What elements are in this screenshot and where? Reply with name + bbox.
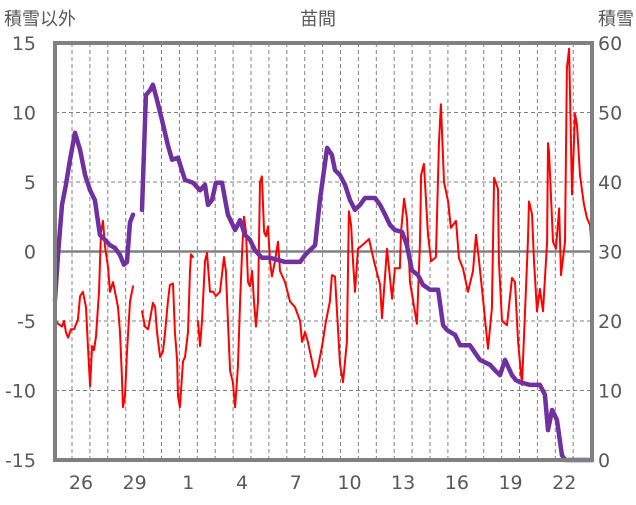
right-y-tick-label: 30 <box>598 242 622 264</box>
right-axis-label: 積雪 <box>598 9 634 30</box>
x-tick-label: 26 <box>69 472 93 494</box>
left-y-tick-label: -5 <box>17 311 36 333</box>
right-y-tick-label: 0 <box>598 450 610 472</box>
chart-title: 苗間 <box>300 9 336 30</box>
x-tick-label: 16 <box>445 472 469 494</box>
right-y-tick-label: 60 <box>598 33 622 55</box>
x-tick-label: 29 <box>123 472 147 494</box>
right-y-tick-label: 10 <box>598 381 622 403</box>
x-tick-label: 19 <box>498 472 522 494</box>
left-y-tick-label: -15 <box>5 450 36 472</box>
left-y-tick-label: 0 <box>24 242 36 264</box>
x-tick-label: 22 <box>552 472 576 494</box>
snow-depth-line <box>52 82 595 463</box>
right-y-tick-label: 40 <box>598 172 622 194</box>
left-y-tick-label: -10 <box>5 381 36 403</box>
x-tick-label: 10 <box>337 472 361 494</box>
x-tick-label: 4 <box>236 472 248 494</box>
x-tick-label: 13 <box>391 472 415 494</box>
x-tick-label: 7 <box>290 472 302 494</box>
plot-frame <box>53 41 594 462</box>
gridlines <box>55 43 592 460</box>
right-y-tick-label: 50 <box>598 103 622 125</box>
left-axis-label: 積雪以外 <box>4 9 76 30</box>
right-y-tick-label: 20 <box>598 311 622 333</box>
series-group <box>52 47 595 463</box>
left-y-tick-label: 5 <box>24 172 36 194</box>
left-y-tick-label: 15 <box>12 33 36 55</box>
left-y-tick-label: 10 <box>12 103 36 125</box>
temperature-line <box>54 47 593 409</box>
x-tick-label: 1 <box>182 472 194 494</box>
